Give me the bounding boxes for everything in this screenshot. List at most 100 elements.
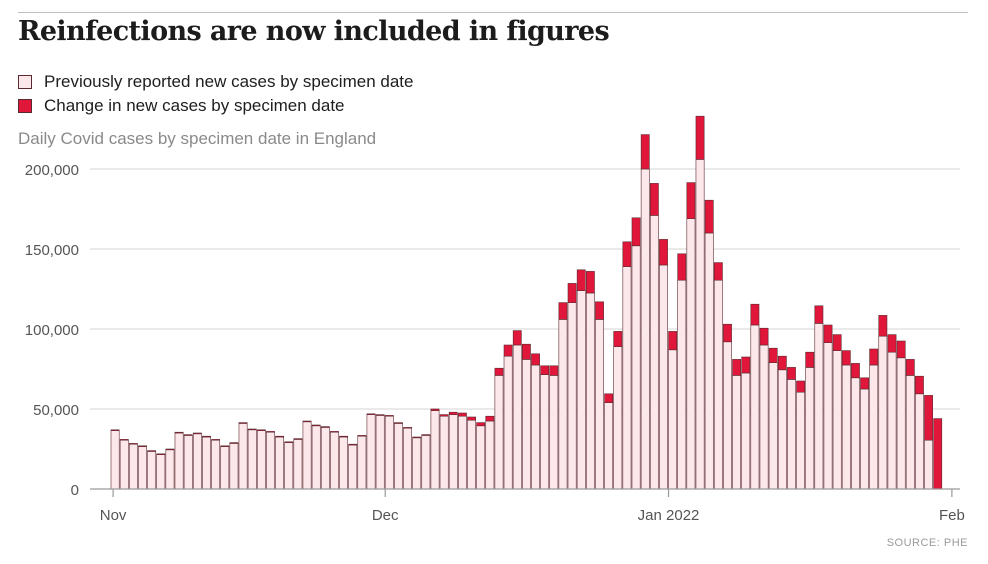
bar-change	[521, 343, 531, 360]
bar-previous	[832, 350, 842, 490]
bar-previous	[567, 302, 577, 490]
bar-previous	[640, 168, 650, 490]
bar-change	[165, 448, 175, 451]
bar-previous	[704, 232, 714, 490]
bar-change	[832, 334, 842, 351]
bar-previous	[147, 451, 157, 490]
bar-change	[266, 431, 275, 433]
bar-change	[896, 340, 906, 359]
bar-previous	[713, 279, 723, 490]
bar-change	[339, 435, 348, 438]
bar-previous	[430, 410, 440, 490]
bar-previous	[202, 436, 211, 490]
bar-previous	[476, 425, 486, 490]
bar-change	[138, 445, 147, 447]
bar-change	[384, 415, 394, 417]
x-tick-label: Feb	[939, 507, 965, 524]
bar-previous	[394, 423, 403, 490]
bar-change	[723, 323, 732, 343]
bar-change	[805, 351, 815, 368]
bar-previous	[723, 341, 732, 490]
bar-change	[394, 422, 403, 424]
bar-change	[841, 350, 851, 366]
bar-previous	[613, 346, 623, 490]
bar-previous	[238, 423, 248, 490]
bar-change	[467, 416, 476, 421]
bar-change	[320, 426, 330, 428]
bar-previous	[110, 430, 120, 490]
bar-previous	[823, 342, 833, 490]
bar-previous	[558, 319, 568, 490]
legend-swatch-change	[18, 99, 32, 113]
bar-change	[777, 355, 787, 371]
bar-change	[284, 441, 294, 443]
bar-change	[128, 443, 138, 445]
bar-change	[476, 422, 486, 427]
y-tick-label: 100,000	[25, 322, 79, 339]
bar-previous	[668, 349, 678, 490]
bar-change	[430, 408, 440, 411]
bar-previous	[924, 439, 933, 490]
bar-change	[503, 344, 513, 357]
bar-change	[275, 435, 285, 438]
bar-previous	[869, 364, 879, 490]
bar-previous	[339, 436, 348, 490]
bar-change	[558, 302, 568, 320]
legend-label-previous: Previously reported new cases by specime…	[44, 72, 414, 91]
bar-change	[640, 134, 650, 170]
bar-previous	[750, 324, 760, 490]
bar-previous	[311, 425, 321, 490]
x-tick-label: Jan 2022	[638, 507, 700, 524]
legend-item-change: Change in new cases by specimen date	[18, 94, 413, 118]
source-note: SOURCE: PHE	[886, 537, 968, 549]
bar-previous	[521, 359, 531, 490]
bar-previous	[814, 323, 824, 490]
bar-change	[878, 315, 888, 337]
bar-previous	[458, 415, 467, 490]
bar-change	[119, 439, 129, 441]
bar-change	[247, 428, 257, 431]
bar-change	[604, 393, 614, 403]
bar-change	[814, 305, 824, 324]
bar-previous	[183, 435, 193, 490]
bar-change	[549, 365, 559, 376]
bar-previous	[320, 427, 330, 490]
legend-item-previous: Previously reported new cases by specime…	[18, 70, 413, 94]
bar-previous	[841, 364, 851, 490]
bar-change	[750, 303, 760, 326]
bar-change	[851, 363, 860, 379]
bar-change	[403, 427, 412, 429]
bar-previous	[494, 375, 504, 490]
bar-previous	[174, 432, 184, 490]
bar-previous	[403, 427, 412, 490]
bar-change	[567, 283, 577, 303]
bar-previous	[787, 379, 796, 490]
bar-change	[585, 271, 595, 294]
bar-previous	[266, 431, 275, 490]
legend-swatch-previous	[18, 75, 32, 89]
legend-label-change: Change in new cases by specimen date	[44, 96, 345, 115]
bar-change	[622, 241, 632, 267]
bar-change	[156, 453, 166, 455]
bar-previous	[878, 335, 888, 490]
bar-previous	[595, 319, 604, 490]
bar-previous	[649, 215, 659, 490]
bar-previous	[421, 435, 431, 490]
bar-previous	[412, 437, 422, 490]
bar-previous	[540, 374, 550, 490]
bar-previous	[759, 344, 769, 490]
bar-change	[595, 301, 604, 320]
bar-change	[448, 411, 458, 415]
bar-previous	[896, 357, 906, 490]
bar-previous	[348, 444, 358, 490]
bar-previous	[229, 443, 239, 490]
bar-change	[147, 450, 157, 452]
bar-previous	[220, 446, 230, 490]
bar-change	[220, 445, 230, 447]
bar-change	[311, 424, 321, 427]
bar-previous	[384, 415, 394, 490]
bar-previous	[503, 355, 513, 490]
bar-change	[933, 418, 943, 490]
bar-change	[348, 443, 358, 446]
bar-change	[238, 422, 248, 424]
